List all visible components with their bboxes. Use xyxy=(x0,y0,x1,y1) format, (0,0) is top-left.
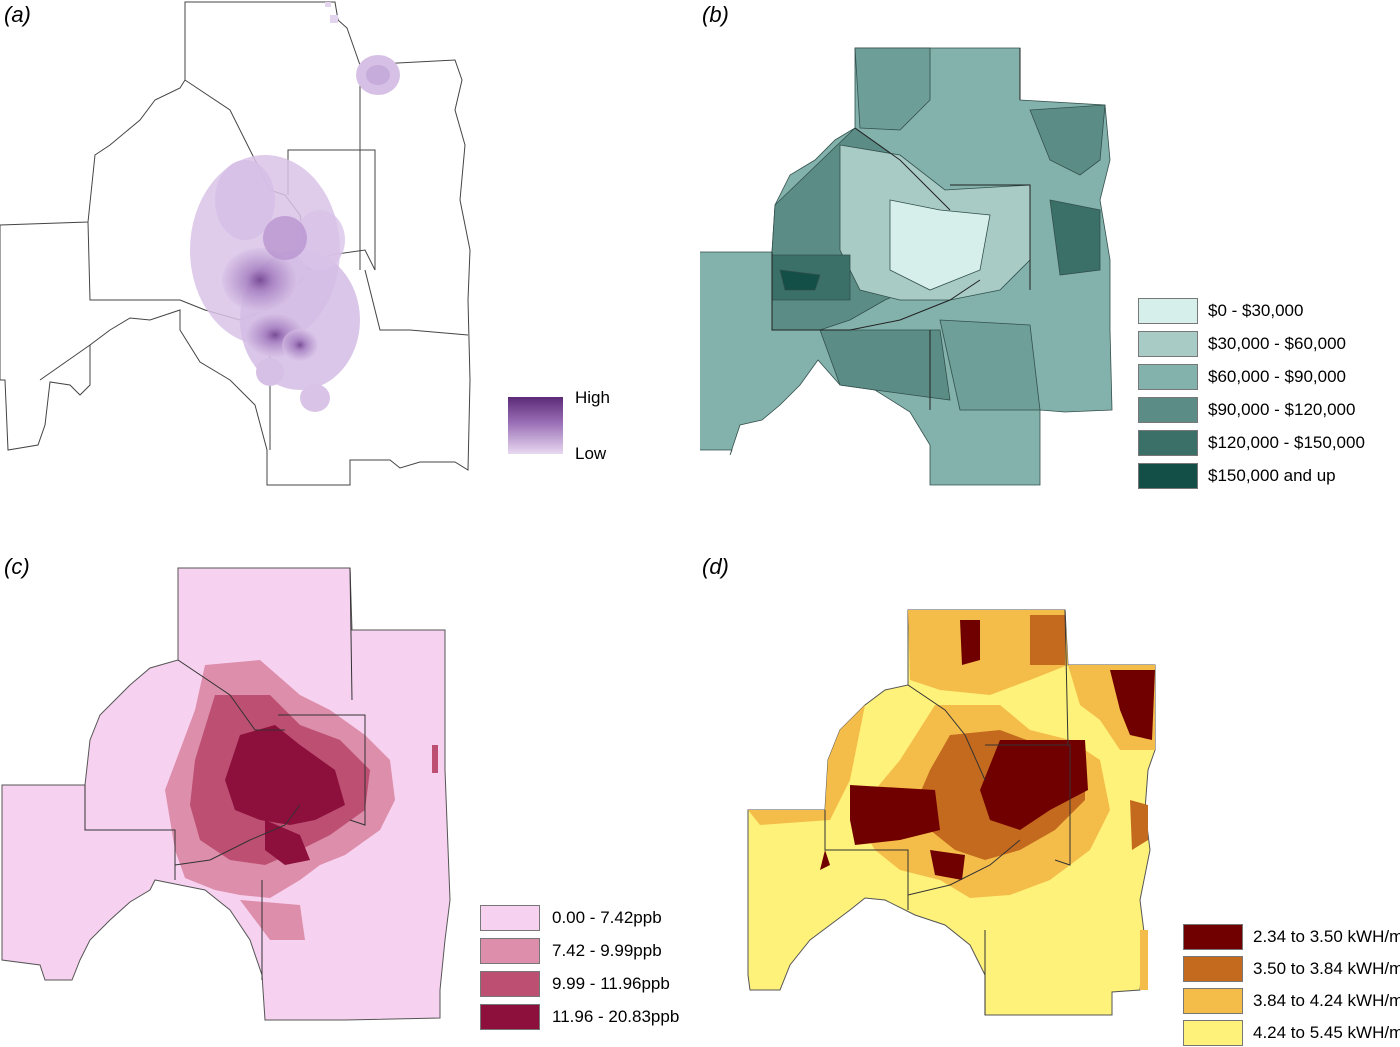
zone-d-north3 xyxy=(960,620,980,665)
zone-d-west2 xyxy=(748,705,865,825)
map-c xyxy=(1,567,451,1021)
zone-d-core3 xyxy=(980,740,1088,830)
zone-east-b xyxy=(1049,199,1101,276)
panel-c: (c) 0.00 - 7.42ppb 7.42 - 9.99ppb xyxy=(0,520,700,1047)
legend-a-low: Low xyxy=(575,444,607,463)
legend-c-label-3: 11.96 - 20.83ppb xyxy=(552,1007,680,1026)
legend-c-swatch-3 xyxy=(480,1004,540,1030)
legend-d-swatch-1 xyxy=(1183,956,1243,982)
legend-b-swatch-3 xyxy=(1138,397,1198,423)
county-lines-c xyxy=(84,567,366,980)
legend-d-item-3: 4.24 to 5.45 kWH/m2 xyxy=(1183,1020,1400,1046)
panel-label-a: (a) xyxy=(4,2,31,27)
legend-c-item-0: 0.00 - 7.42ppb xyxy=(480,905,662,931)
legend-b-swatch-4 xyxy=(1138,430,1198,456)
zone-d-ne2 xyxy=(1110,670,1155,740)
legend-b-item-4: $120,000 - $150,000 xyxy=(1138,430,1365,456)
legend-b-swatch-0 xyxy=(1138,298,1198,324)
legend-b-item-2: $60,000 - $90,000 xyxy=(1138,364,1346,390)
legend-d-swatch-2 xyxy=(1183,988,1243,1014)
legend-d-swatch-0 xyxy=(1183,924,1243,950)
legend-b-swatch-5 xyxy=(1138,463,1198,489)
legend-d-item-2: 3.84 to 4.24 kWH/m2 xyxy=(1183,988,1400,1014)
zone-c-3 xyxy=(225,725,345,825)
legend-d-label-2: 3.84 to 4.24 kWH/m2 xyxy=(1253,991,1400,1010)
legend-b-label-4: $120,000 - $150,000 xyxy=(1208,433,1365,452)
ozone-zones-c xyxy=(165,660,438,940)
panel-a: (a) xyxy=(0,0,700,520)
zone-c-5 xyxy=(240,900,305,940)
legend-d-item-0: 2.34 to 3.50 kWH/m2 xyxy=(1183,924,1400,950)
legend-b-item-5: $150,000 and up xyxy=(1138,463,1336,489)
zone-ne-b xyxy=(1029,104,1106,176)
metro-outline-a xyxy=(0,1,471,486)
legend-b-item-0: $0 - $30,000 xyxy=(1138,298,1303,324)
panel-b: (b) $0 - $30,000 xyxy=(700,0,1400,520)
legend-c-swatch-2 xyxy=(480,971,540,997)
zone-d-sw xyxy=(930,850,965,880)
legend-d-item-1: 3.50 to 3.84 kWH/m2 xyxy=(1183,956,1400,982)
county-lines-d xyxy=(824,609,1071,1015)
county-line-a6 xyxy=(364,269,469,336)
legend-b-item-1: $30,000 - $60,000 xyxy=(1138,331,1346,357)
density-blobs-a xyxy=(190,2,400,412)
legend-a-high: High xyxy=(575,388,610,407)
legend-c-swatch-0 xyxy=(480,905,540,931)
solar-zones-d xyxy=(748,610,1155,990)
legend-c-label-1: 7.42 - 9.99ppb xyxy=(552,941,662,960)
legend-c-label-2: 9.99 - 11.96ppb xyxy=(552,974,670,993)
legend-d-label-0: 2.34 to 3.50 kWH/m2 xyxy=(1253,927,1400,946)
legend-b-label-5: $150,000 and up xyxy=(1208,466,1336,485)
legend-c-label-0: 0.00 - 7.42ppb xyxy=(552,908,662,927)
zone-center-b xyxy=(889,199,991,291)
legend-b-label-0: $0 - $30,000 xyxy=(1208,301,1304,320)
county-lines-b xyxy=(771,48,1031,410)
panel-label-b: (b) xyxy=(702,2,729,27)
panel-d: (d) 2.34 xyxy=(700,520,1400,1047)
zone-c-4 xyxy=(265,820,310,865)
legend-c-item-2: 9.99 - 11.96ppb xyxy=(480,971,670,997)
legend-d-swatch-3 xyxy=(1183,1020,1243,1046)
county-line-a5 xyxy=(39,344,91,381)
zone-d-east xyxy=(1130,800,1148,850)
legend-d-label-3: 4.24 to 5.45 kWH/m2 xyxy=(1253,1023,1400,1042)
map-b xyxy=(700,47,1113,486)
zone-d-west xyxy=(850,785,940,845)
map-a xyxy=(0,1,471,486)
legend-c-swatch-1 xyxy=(480,938,540,964)
zone-d-north xyxy=(908,610,1068,695)
zone-c-6 xyxy=(432,745,438,773)
zone-d-north2 xyxy=(1030,615,1065,665)
map-d xyxy=(747,609,1156,1016)
legend-b-label-1: $30,000 - $60,000 xyxy=(1208,334,1347,353)
legend-b-item-3: $90,000 - $120,000 xyxy=(1138,397,1355,423)
legend-b-label-2: $60,000 - $90,000 xyxy=(1208,367,1347,386)
legend-a-gradient xyxy=(508,397,563,454)
legend-d-label-1: 3.50 to 3.84 kWH/m2 xyxy=(1253,959,1400,978)
panel-label-d: (d) xyxy=(702,554,729,579)
legend-c-item-3: 11.96 - 20.83ppb xyxy=(480,1004,679,1030)
zone-sw-b xyxy=(819,329,951,401)
income-map-b xyxy=(700,47,1113,486)
legend-b-swatch-2 xyxy=(1138,364,1198,390)
legend-c-item-1: 7.42 - 9.99ppb xyxy=(480,938,662,964)
county-line-a3 xyxy=(87,221,180,301)
zone-north-b xyxy=(854,47,931,131)
legend-b-swatch-1 xyxy=(1138,331,1198,357)
legend-b-label-3: $90,000 - $120,000 xyxy=(1208,400,1356,419)
zone-d-se xyxy=(1140,930,1148,990)
panel-label-c: (c) xyxy=(4,554,30,579)
zone-d-west3 xyxy=(820,850,830,870)
zone-south-b xyxy=(939,319,1041,411)
zone-west3-b xyxy=(779,269,821,291)
